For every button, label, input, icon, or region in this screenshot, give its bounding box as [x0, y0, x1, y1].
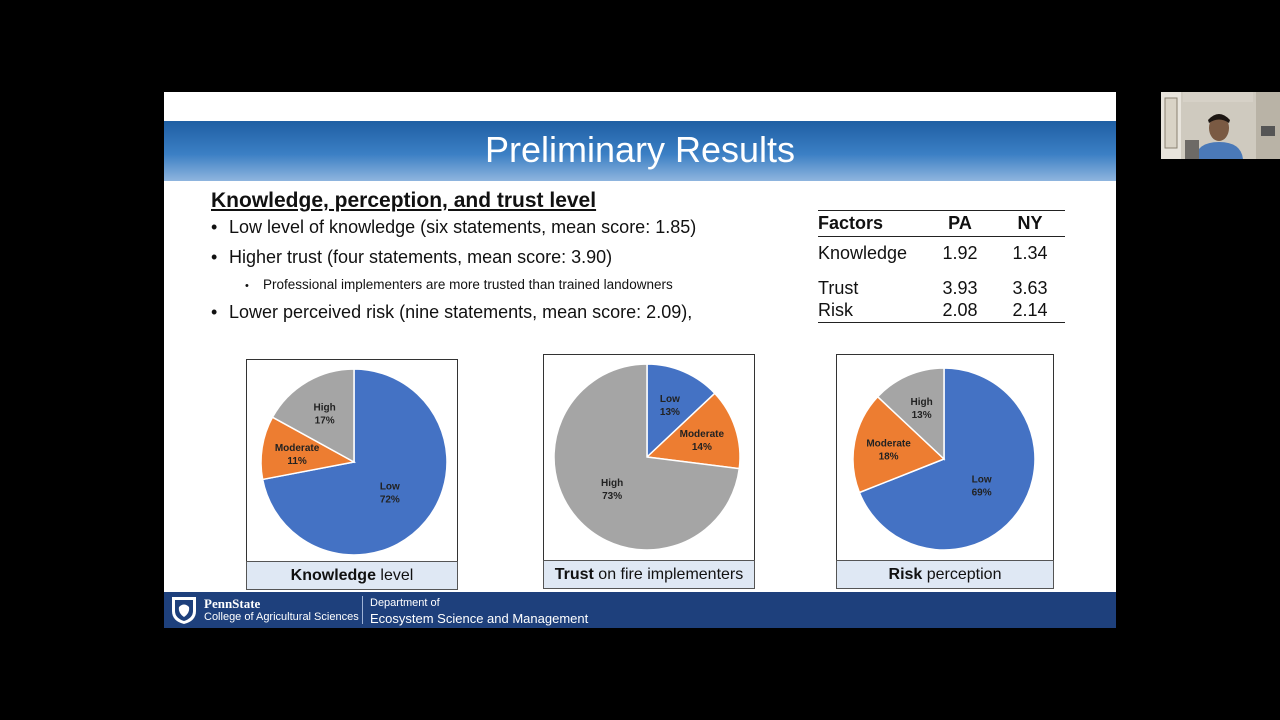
pie-slice-high [553, 363, 741, 551]
slice-percent: 11% [287, 456, 307, 467]
bullet-dot-icon: • [245, 280, 249, 292]
pie-chart-svg: Low 69% Moderate 18% High 13% [852, 367, 1036, 551]
chart-caption: Knowledge level [246, 561, 458, 590]
pie-slice-moderate [645, 392, 741, 470]
caption-text: on fire implementers [593, 566, 744, 583]
risk-pie-chart: Low 69% Moderate 18% High 13% [836, 354, 1054, 561]
chart-caption: Risk perception [836, 560, 1054, 589]
section-heading: Knowledge, perception, and trust level [211, 189, 597, 212]
table-cell: Trust [818, 277, 859, 298]
slice-percent: 72% [380, 495, 400, 506]
slice-percent: 13% [660, 407, 680, 418]
table-cell: 2.14 [995, 298, 1065, 323]
bullet-item: • Low level of knowledge (six statements,… [211, 217, 696, 238]
pie-slice-low [858, 367, 1036, 551]
table-cell: Knowledge [818, 243, 908, 264]
slice-label: High [910, 397, 932, 408]
participant-video-thumbnail[interactable] [1161, 92, 1280, 159]
slice-percent: 69% [972, 488, 992, 499]
college-name: College of Agricultural Sciences [204, 611, 359, 623]
slice-label: High [601, 478, 623, 489]
pie-slice-low [646, 363, 716, 459]
slide-footer: PennState College of Agricultural Scienc… [164, 592, 1116, 628]
slice-label: Low [380, 482, 400, 493]
slice-label: Moderate [680, 429, 725, 440]
bullet-item: • Lower perceived risk (nine statements, … [211, 302, 692, 323]
pie-chart-svg: Low 72% Moderate 11% High 17% [260, 368, 448, 556]
presentation-slide: Preliminary Results Knowledge, perceptio… [164, 92, 1116, 628]
slice-label: Low [660, 394, 680, 405]
caption-bold: Risk [888, 566, 923, 583]
bullet-dot-icon: • [211, 302, 218, 322]
title-banner: Preliminary Results [164, 121, 1116, 181]
caption-bold: Trust [554, 566, 594, 583]
table-cell: 3.63 [1012, 277, 1048, 298]
slice-percent: 73% [602, 491, 622, 502]
pie-slice-high [271, 368, 355, 464]
pie-slice-high [876, 367, 945, 461]
sub-bullet-item: • Professional implementers are more trus… [245, 277, 673, 292]
caption-text: level [375, 567, 414, 584]
slice-label: Moderate [866, 438, 911, 449]
bullet-text: Low level of knowledge (six statements, … [229, 217, 697, 237]
bullet-item: • Higher trust (four statements, mean sco… [211, 247, 612, 268]
caption-text: perception [922, 566, 1002, 583]
table-header: PA [925, 210, 995, 237]
department-name: Ecosystem Science and Management [370, 611, 589, 626]
slide-title: Preliminary Results [484, 129, 796, 170]
table-cell: 1.34 [1012, 243, 1048, 264]
pie-chart-svg: Low 13%Moderate 14% High 73% [553, 363, 741, 551]
knowledge-pie-chart: Low 72% Moderate 11% High 17% [246, 359, 458, 563]
bullet-text: Higher trust (four statements, mean scor… [229, 247, 613, 267]
trust-pie-chart: Low 13% Moderate 14% High 73% [543, 354, 755, 561]
slice-percent: 13% [912, 410, 932, 421]
table-header: Factors [818, 210, 925, 237]
bullet-dot-icon: • [211, 247, 218, 267]
slice-label: High [314, 402, 336, 413]
table-header: NY [995, 210, 1065, 237]
participant-video-icon [1161, 92, 1280, 159]
slice-percent: 18% [879, 451, 899, 462]
nittany-lion-shield-icon [172, 597, 196, 624]
factors-table: Factors PA NY Knowledge 1.92 1.34 Trust … [818, 210, 1065, 323]
university-name: PennState [204, 596, 261, 611]
department-label: Department of [370, 597, 440, 609]
table-cell: 3.93 [942, 277, 978, 298]
caption-bold: Knowledge [290, 567, 376, 584]
bullet-dot-icon: • [211, 217, 218, 237]
chart-caption: Trust on fire implementers [543, 560, 755, 589]
table-cell: 1.92 [942, 243, 978, 264]
table-header-row: Factors PA NY [818, 210, 1065, 237]
slice-label: Moderate [275, 443, 320, 454]
table-cell: Risk [818, 298, 925, 323]
table-cell: 2.08 [925, 298, 995, 323]
pie-slice-moderate [852, 395, 946, 494]
table-row: Knowledge 1.92 1.34 [818, 237, 1065, 271]
slice-percent: 17% [315, 415, 335, 426]
bullet-text: Lower perceived risk (nine statements, m… [229, 302, 693, 322]
table-row: Risk 2.08 2.14 [818, 298, 1065, 323]
sub-bullet-text: Professional implementers are more trust… [263, 277, 673, 292]
slice-label: Low [972, 475, 992, 486]
footer-divider [362, 596, 363, 624]
slice-percent: 14% [692, 442, 712, 453]
table-row: Trust 3.93 3.63 [818, 271, 1065, 299]
